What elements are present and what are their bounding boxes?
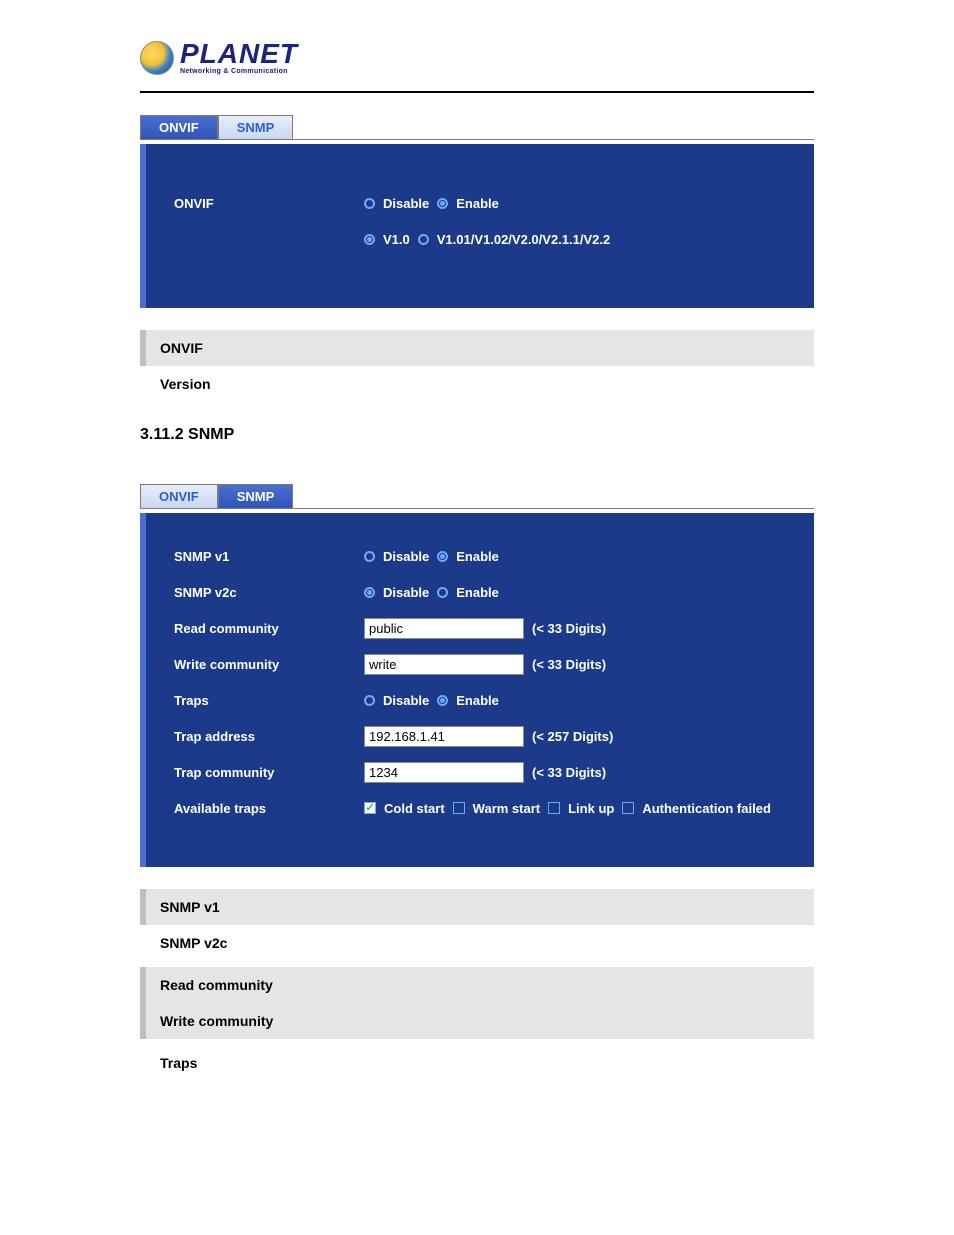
snmp-v1-disable-radio[interactable] <box>364 551 375 562</box>
link-up-checkbox[interactable] <box>548 802 560 814</box>
cold-start-checkbox[interactable]: ✓ <box>364 802 376 814</box>
snmp-v2c-disable-radio[interactable] <box>364 587 375 598</box>
snmp-info-row3: Read community <box>146 967 301 1003</box>
globe-icon <box>140 41 174 75</box>
traps-label: Traps <box>174 693 364 708</box>
snmp-panel: SNMP v1 Disable Enable SNMP v2c Disable … <box>140 513 814 867</box>
read-community-label: Read community <box>174 621 364 636</box>
traps-enable-radio[interactable] <box>437 695 448 706</box>
traps-disable-radio[interactable] <box>364 695 375 706</box>
write-community-hint: (< 33 Digits) <box>532 657 606 672</box>
snmp-v1-disable-text: Disable <box>383 549 429 564</box>
traps-disable-text: Disable <box>383 693 429 708</box>
snmp-info-row1: SNMP v1 <box>146 889 301 925</box>
snmp-info-table: SNMP v1 SNMP v2c Read community Write co… <box>140 889 814 1081</box>
onvif-info-table: ONVIF Version <box>140 330 814 402</box>
tab-onvif[interactable]: ONVIF <box>140 115 218 139</box>
snmp-tabs: ONVIF SNMP <box>140 484 814 509</box>
snmp-v1-label: SNMP v1 <box>174 549 364 564</box>
trap-community-input[interactable] <box>364 762 524 783</box>
snmp-v2c-disable-text: Disable <box>383 585 429 600</box>
link-up-text: Link up <box>568 801 614 816</box>
snmp-v1-enable-radio[interactable] <box>437 551 448 562</box>
available-traps-label: Available traps <box>174 801 364 816</box>
onvif-v10-radio[interactable] <box>364 234 375 245</box>
onvif-panel: ONVIF Disable Enable V1.0 V1.01/V1.02/V2… <box>140 144 814 308</box>
trap-address-hint: (< 257 Digits) <box>532 729 613 744</box>
auth-failed-text: Authentication failed <box>642 801 771 816</box>
tab-snmp[interactable]: SNMP <box>218 115 294 139</box>
snmp-info-row5: Traps <box>146 1045 301 1081</box>
onvif-label: ONVIF <box>174 196 364 211</box>
trap-address-label: Trap address <box>174 729 364 744</box>
trap-community-hint: (< 33 Digits) <box>532 765 606 780</box>
logo-tagline: Networking & Communication <box>180 68 298 75</box>
snmp-v2c-enable-radio[interactable] <box>437 587 448 598</box>
write-community-input[interactable] <box>364 654 524 675</box>
auth-failed-checkbox[interactable] <box>622 802 634 814</box>
header-divider <box>140 91 814 93</box>
logo-name: PLANET <box>180 40 298 68</box>
snmp-info-row2: SNMP v2c <box>146 925 301 961</box>
warm-start-text: Warm start <box>473 801 540 816</box>
onvif-info-row1: ONVIF <box>146 330 301 366</box>
cold-start-text: Cold start <box>384 801 445 816</box>
onvif-tabs: ONVIF SNMP <box>140 115 814 140</box>
section-title-snmp: 3.11.2 SNMP <box>140 426 814 444</box>
snmp-v1-enable-text: Enable <box>456 549 499 564</box>
warm-start-checkbox[interactable] <box>453 802 465 814</box>
onvif-disable-text: Disable <box>383 196 429 211</box>
onvif-enable-radio[interactable] <box>437 198 448 209</box>
onvif-info-row2: Version <box>146 366 301 402</box>
onvif-enable-text: Enable <box>456 196 499 211</box>
read-community-input[interactable] <box>364 618 524 639</box>
tab-snmp-2[interactable]: SNMP <box>218 484 294 508</box>
onvif-vmulti-text: V1.01/V1.02/V2.0/V2.1.1/V2.2 <box>437 232 610 247</box>
onvif-v10-text: V1.0 <box>383 232 410 247</box>
trap-address-input[interactable] <box>364 726 524 747</box>
traps-enable-text: Enable <box>456 693 499 708</box>
snmp-v2c-label: SNMP v2c <box>174 585 364 600</box>
snmp-info-row4: Write community <box>146 1003 301 1039</box>
tab-onvif-2[interactable]: ONVIF <box>140 484 218 508</box>
onvif-disable-radio[interactable] <box>364 198 375 209</box>
brand-logo: PLANET Networking & Communication <box>140 40 814 75</box>
read-community-hint: (< 33 Digits) <box>532 621 606 636</box>
snmp-v2c-enable-text: Enable <box>456 585 499 600</box>
write-community-label: Write community <box>174 657 364 672</box>
onvif-vmulti-radio[interactable] <box>418 234 429 245</box>
trap-community-label: Trap community <box>174 765 364 780</box>
